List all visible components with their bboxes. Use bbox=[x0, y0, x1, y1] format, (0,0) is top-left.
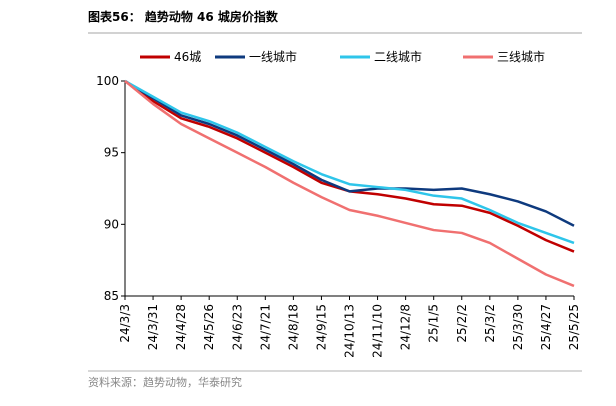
series-line bbox=[124, 79, 575, 253]
series-line bbox=[124, 80, 575, 288]
x-tick-label: 24/7/21 bbox=[258, 304, 272, 350]
y-tick-label: 85 bbox=[104, 289, 119, 303]
x-tick-label: 25/3/2 bbox=[483, 304, 497, 343]
series-line bbox=[124, 79, 575, 227]
x-tick-label: 24/11/10 bbox=[371, 304, 385, 358]
x-tick-label: 25/2/2 bbox=[455, 304, 469, 343]
legend-label: 一线城市 bbox=[249, 49, 297, 64]
x-tick-label: 24/8/18 bbox=[286, 304, 300, 350]
x-tick-label: 24/12/8 bbox=[399, 304, 413, 350]
chart-title: 图表56： 趋势动物 46 城房价指数 bbox=[88, 9, 279, 24]
x-tick-label: 24/9/15 bbox=[314, 304, 328, 350]
y-tick-label: 95 bbox=[104, 146, 119, 160]
x-tick-label: 25/3/30 bbox=[511, 304, 525, 350]
x-tick-label: 25/4/27 bbox=[539, 304, 553, 350]
source: 资料来源：趋势动物，华泰研究 bbox=[88, 375, 242, 389]
x-tick-label: 24/3/3 bbox=[118, 304, 132, 343]
x-tick-label: 24/6/23 bbox=[230, 304, 244, 350]
x-tick-label: 24/4/28 bbox=[174, 304, 188, 350]
x-tick-label: 24/10/13 bbox=[343, 304, 357, 358]
legend-label: 二线城市 bbox=[374, 49, 422, 64]
legend-label: 三线城市 bbox=[497, 49, 545, 64]
x-tick-label: 25/1/5 bbox=[427, 304, 441, 343]
y-tick-label: 90 bbox=[104, 217, 119, 231]
series-line bbox=[124, 79, 575, 245]
y-tick-label: 100 bbox=[96, 74, 119, 88]
x-tick-label: 25/5/25 bbox=[567, 304, 581, 350]
x-tick-label: 24/3/31 bbox=[146, 304, 160, 350]
x-tick-label: 24/5/26 bbox=[202, 304, 216, 350]
legend-label: 46城 bbox=[174, 50, 201, 64]
